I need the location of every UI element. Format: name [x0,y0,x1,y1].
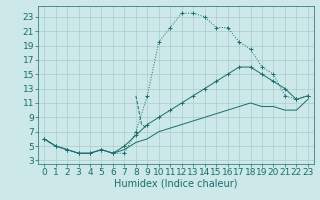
X-axis label: Humidex (Indice chaleur): Humidex (Indice chaleur) [114,179,238,189]
